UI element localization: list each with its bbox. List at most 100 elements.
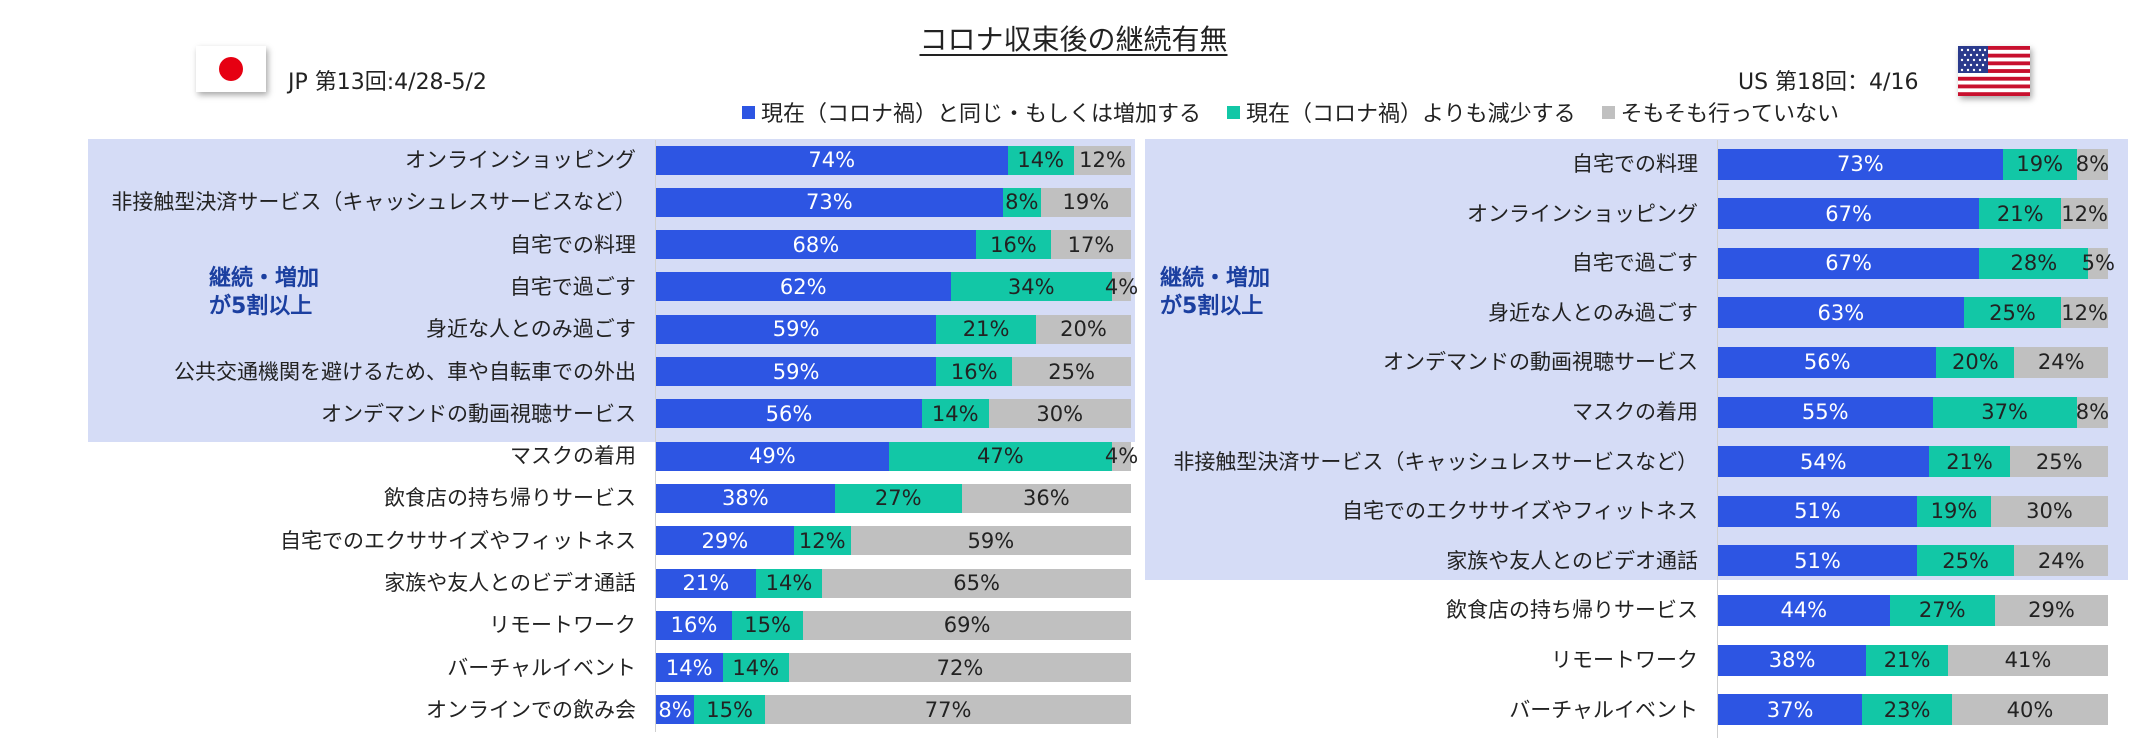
us-bar-segment: 51% xyxy=(1718,545,1917,577)
jp-bar-segment: 77% xyxy=(765,695,1131,725)
us-bar-segment: 28% xyxy=(1979,247,2089,279)
jp-bar-segment: 4% xyxy=(1105,272,1138,302)
jp-bar-segment: 30% xyxy=(988,399,1131,429)
jp-bar-row: 29% 12% 59% xyxy=(656,526,1131,556)
jp-bar-row: 73% 8% 19% xyxy=(656,187,1131,217)
jp-bar-segment: 19% xyxy=(1040,187,1131,217)
chart-title: コロナ収束後の継続有無 xyxy=(919,23,1228,56)
us-bar-row: 44% 27% 29% xyxy=(1718,594,2108,626)
us-bar-segment: 67% xyxy=(1718,198,1980,230)
us-bar-segment: 73% xyxy=(1718,148,2003,180)
jp-category-label: マスクの着用 xyxy=(510,444,636,469)
us-bar-segment: 56% xyxy=(1718,346,1937,378)
us-category-label: オンデマンドの動画視聴サービス xyxy=(1383,350,1698,375)
legend-swatch-decrease xyxy=(1227,105,1241,119)
jp-category-label: 家族や友人とのビデオ通話 xyxy=(384,571,636,595)
jp-category-label: リモートワーク xyxy=(489,613,636,638)
us-category-label: バーチャルイベント xyxy=(1509,697,1698,722)
us-axis-line xyxy=(1717,140,1718,738)
jp-category-label: 身近な人とのみ過ごす xyxy=(426,317,636,342)
jp-group-label-line2: が5割以上 xyxy=(209,294,313,319)
us-bar-segment: 38% xyxy=(1718,644,1867,676)
jp-category-label: 非接触型決済サービス（キャッシュレスサービスなど） xyxy=(111,190,636,215)
jp-bar-segment: 15% xyxy=(732,610,804,640)
jp-bar-segment: 8% xyxy=(656,695,694,725)
us-bar-segment: 19% xyxy=(2002,148,2077,180)
us-bar-row: 55% 37% 8% xyxy=(1718,396,2109,428)
jp-bar-segment: 34% xyxy=(950,272,1112,302)
jp-bar-row: 16% 15% 69% xyxy=(656,610,1131,640)
us-bar-segment: 54% xyxy=(1718,446,1929,478)
us-bar-segment: 51% xyxy=(1718,495,1917,527)
us-group-label: 継続・増加 が5割以上 xyxy=(1160,265,1270,321)
usa-flag-icon xyxy=(1958,46,2030,96)
jp-bar-row: 59% 21% 20% xyxy=(656,314,1131,344)
jp-bar-segment: 14% xyxy=(755,568,823,598)
jp-category-label: オンデマンドの動画視聴サービス xyxy=(321,401,636,426)
us-bar-segment: 19% xyxy=(1916,495,1991,527)
jp-bar-segment: 62% xyxy=(656,272,951,302)
us-bar-row: 37% 23% 40% xyxy=(1718,694,2108,726)
us-bar-segment: 5% xyxy=(2082,247,2115,279)
jp-bar-row: 38% 27% 36% xyxy=(656,483,1132,513)
jp-bar-segment: 73% xyxy=(656,187,1003,217)
jp-category-label: 自宅でのエクササイズやフィットネス xyxy=(280,528,636,553)
jp-bar-segment: 14% xyxy=(722,653,789,683)
jp-category-label: オンラインでの飲み会 xyxy=(426,697,636,722)
us-bar-segment: 8% xyxy=(2076,396,2109,428)
us-bar-segment: 12% xyxy=(2061,198,2108,230)
jp-bar-segment: 14% xyxy=(1007,145,1074,175)
legend-swatch-increase xyxy=(742,105,755,119)
legend: 現在（コロナ禍）と同じ・もしくは増加する 現在（コロナ禍）よりも減少する そもそ… xyxy=(742,96,1839,128)
us-bar-segment: 41% xyxy=(1948,644,2108,676)
jp-bar-segment: 27% xyxy=(834,483,962,513)
us-bar-segment: 55% xyxy=(1718,396,1933,428)
jp-bar-segment: 17% xyxy=(1051,230,1131,260)
jp-bar-row: 68% 16% 17% xyxy=(656,230,1131,260)
us-bar-row: 51% 25% 24% xyxy=(1718,545,2108,577)
jp-bar-row: 62% 34% 4% xyxy=(656,272,1138,302)
us-bar-segment: 21% xyxy=(1928,446,2011,478)
jp-bar-segment: 49% xyxy=(656,441,889,471)
us-bar-segment: 23% xyxy=(1862,694,1952,726)
jp-category-label: オンラインショッピング xyxy=(405,148,636,172)
jp-group-label: 継続・増加 が5割以上 xyxy=(209,265,319,321)
jp-bar-segment: 29% xyxy=(656,526,794,556)
us-bar-segment: 21% xyxy=(1979,198,2062,230)
jp-group-label-line1: 継続・増加 xyxy=(209,266,320,291)
jp-category-label: 公共交通機関を避けるため、車や自転車での外出 xyxy=(174,359,636,384)
us-bar-segment: 44% xyxy=(1718,594,1890,626)
us-bar-segment: 63% xyxy=(1718,297,1964,329)
jp-category-label: バーチャルイベント xyxy=(447,655,636,680)
jp-bar-segment: 25% xyxy=(1012,357,1131,386)
us-bar-segment: 30% xyxy=(1990,495,2108,527)
legend-item-none: そもそも行っていない xyxy=(1601,96,1839,128)
jp-bar-segment: 72% xyxy=(789,653,1131,683)
us-bar-segment: 24% xyxy=(2014,346,2108,378)
jp-bar-segment: 16% xyxy=(975,230,1052,260)
jp-bar-segment: 21% xyxy=(656,568,756,598)
us-bar-row: 67% 28% 5% xyxy=(1718,247,2115,279)
jp-bar-row: 56% 14% 30% xyxy=(656,399,1131,429)
us-category-label: 自宅での料理 xyxy=(1572,152,1698,176)
us-survey-label: US 第18回：4/16 xyxy=(1738,70,1919,95)
jp-bar-segment: 14% xyxy=(656,653,723,683)
jp-bar-row: 59% 16% 25% xyxy=(656,357,1131,386)
us-bar-segment: 24% xyxy=(2014,545,2108,577)
jp-category-label: 自宅で過ごす xyxy=(509,274,636,299)
us-bar-row: 67% 21% 12% xyxy=(1718,198,2108,230)
jp-bar-segment: 4% xyxy=(1105,441,1138,471)
us-bar-segment: 25% xyxy=(1916,545,2015,577)
jp-bar-segment: 59% xyxy=(656,357,937,386)
jp-axis-line xyxy=(655,140,656,732)
jp-bar-row: 14% 14% 72% xyxy=(656,653,1131,683)
us-bar-segment: 67% xyxy=(1718,247,1980,279)
us-bar-row: 63% 25% 12% xyxy=(1718,297,2108,329)
us-bar-row: 56% 20% 24% xyxy=(1718,346,2108,378)
jp-bar-row: 49% 47% 4% xyxy=(656,441,1138,471)
us-bar-segment: 27% xyxy=(1889,594,1995,626)
legend-label-increase: 現在（コロナ禍）と同じ・もしくは増加する xyxy=(761,102,1202,127)
legend-item-decrease: 現在（コロナ禍）よりも減少する xyxy=(1227,96,1576,128)
us-category-label: 飲食店の持ち帰りサービス xyxy=(1446,598,1698,623)
jp-bar-segment: 69% xyxy=(803,610,1131,640)
